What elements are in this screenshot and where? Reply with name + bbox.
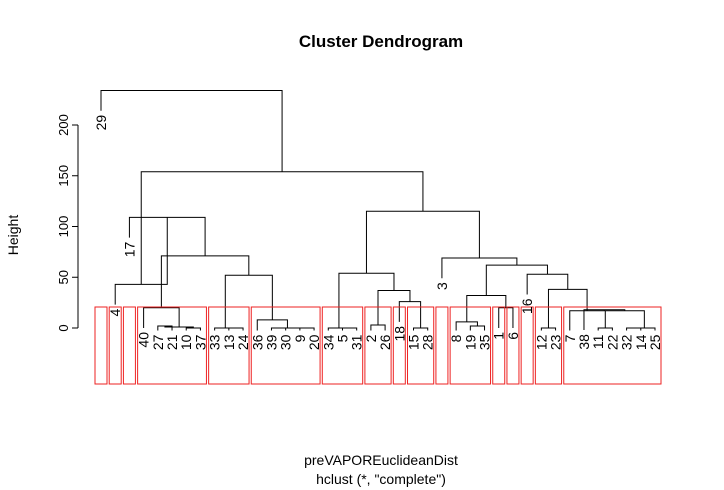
leaf-label: 40 bbox=[136, 332, 152, 348]
leaf-label: 13 bbox=[221, 334, 237, 350]
leaf-label: 10 bbox=[178, 334, 194, 350]
cluster-box bbox=[137, 306, 207, 385]
cluster-box bbox=[250, 306, 321, 385]
leaf-label: 31 bbox=[349, 334, 365, 350]
leaf-label: 24 bbox=[235, 334, 251, 350]
leaf-label: 17 bbox=[121, 241, 137, 257]
dendrogram-tree bbox=[100, 89, 656, 331]
cluster-box bbox=[506, 306, 520, 385]
y-axis: 0 50 100 150 200 bbox=[56, 114, 79, 332]
merge-link bbox=[185, 327, 201, 331]
merge-link bbox=[583, 309, 626, 331]
cluster-boxes bbox=[94, 306, 662, 385]
leaf-label: 30 bbox=[278, 334, 294, 350]
leaf-label: 3 bbox=[434, 282, 450, 290]
merge-link bbox=[498, 307, 514, 328]
cluster-box bbox=[208, 306, 250, 385]
merge-link bbox=[526, 273, 569, 295]
leaf-label: 23 bbox=[548, 334, 564, 350]
cluster-box bbox=[407, 306, 435, 385]
merge-link bbox=[256, 319, 288, 331]
x-axis-label: preVAPOREuclideanDist bbox=[304, 452, 458, 468]
leaf-label: 2 bbox=[363, 334, 379, 342]
leaf-label: 8 bbox=[448, 334, 464, 342]
cluster-box bbox=[563, 306, 662, 385]
merge-link bbox=[604, 310, 645, 328]
leaf-label: 28 bbox=[420, 334, 436, 350]
leaf-label: 6 bbox=[505, 332, 521, 340]
cluster-box bbox=[108, 306, 122, 385]
merge-link bbox=[466, 295, 507, 322]
leaf-label: 39 bbox=[263, 334, 279, 350]
leaf-labels: 2941740272110373313243639309203453122618… bbox=[93, 115, 663, 351]
merge-link bbox=[469, 325, 486, 331]
y-tick-label: 0 bbox=[56, 324, 71, 331]
merge-link bbox=[597, 327, 613, 331]
merge-link bbox=[370, 324, 386, 331]
merge-link bbox=[485, 264, 548, 296]
y-axis-label: Height bbox=[5, 215, 21, 256]
leaf-label: 34 bbox=[320, 334, 336, 350]
merge-link bbox=[270, 327, 304, 331]
leaf-label: 25 bbox=[647, 334, 663, 350]
cluster-box bbox=[122, 306, 136, 385]
leaf-label: 19 bbox=[462, 334, 478, 350]
y-tick-label: 50 bbox=[56, 270, 71, 284]
merge-link bbox=[338, 272, 395, 328]
leaf-label: 20 bbox=[306, 334, 322, 350]
leaf-label: 37 bbox=[192, 334, 208, 350]
leaf-label: 35 bbox=[477, 334, 493, 350]
leaf-label: 36 bbox=[249, 334, 265, 350]
cluster-box bbox=[321, 306, 364, 385]
merge-link bbox=[160, 255, 250, 308]
merge-link bbox=[413, 327, 429, 331]
merge-link bbox=[214, 327, 236, 331]
leaf-label: 18 bbox=[391, 326, 407, 342]
merge-link bbox=[540, 327, 557, 331]
method-sublabel: hclust (*, "complete") bbox=[316, 471, 446, 487]
merge-link bbox=[143, 307, 180, 328]
cluster-box bbox=[392, 306, 406, 385]
merge-link bbox=[633, 327, 656, 331]
merge-link bbox=[569, 309, 605, 331]
y-tick-label: 100 bbox=[56, 216, 71, 238]
leaf-label: 1 bbox=[491, 332, 507, 340]
merge-link bbox=[547, 288, 588, 328]
leaf-label: 33 bbox=[207, 334, 223, 350]
y-tick-label: 200 bbox=[56, 114, 71, 136]
leaf-label: 16 bbox=[519, 298, 535, 314]
cluster-box bbox=[449, 306, 492, 385]
leaf-label: 27 bbox=[150, 334, 166, 350]
leaf-label: 29 bbox=[93, 115, 109, 131]
leaf-label: 14 bbox=[633, 334, 649, 350]
leaf-label: 21 bbox=[164, 334, 180, 350]
leaf-label: 32 bbox=[619, 334, 635, 350]
y-tick-label: 150 bbox=[56, 165, 71, 187]
cluster-box bbox=[492, 306, 506, 385]
merge-link bbox=[100, 89, 283, 172]
merge-link bbox=[140, 171, 424, 285]
leaf-label: 4 bbox=[107, 308, 123, 316]
cluster-box bbox=[94, 306, 108, 385]
merge-link bbox=[327, 327, 350, 331]
merge-link bbox=[441, 257, 518, 279]
leaf-label: 12 bbox=[533, 334, 549, 350]
cluster-box bbox=[435, 306, 449, 385]
cluster-box bbox=[534, 306, 563, 385]
leaf-label: 26 bbox=[377, 334, 393, 350]
leaf-label: 15 bbox=[406, 334, 422, 350]
leaf-label: 22 bbox=[604, 334, 620, 350]
merge-link bbox=[365, 210, 480, 274]
leaf-label: 5 bbox=[334, 334, 350, 342]
leaf-label: 38 bbox=[576, 334, 592, 350]
leaf-label: 7 bbox=[562, 334, 578, 342]
cluster-box bbox=[520, 306, 534, 385]
chart-title: Cluster Dendrogram bbox=[299, 32, 463, 51]
merge-link bbox=[398, 301, 422, 328]
cluster-box bbox=[364, 306, 392, 385]
leaf-label: 11 bbox=[590, 334, 606, 349]
leaf-label: 9 bbox=[292, 334, 308, 342]
